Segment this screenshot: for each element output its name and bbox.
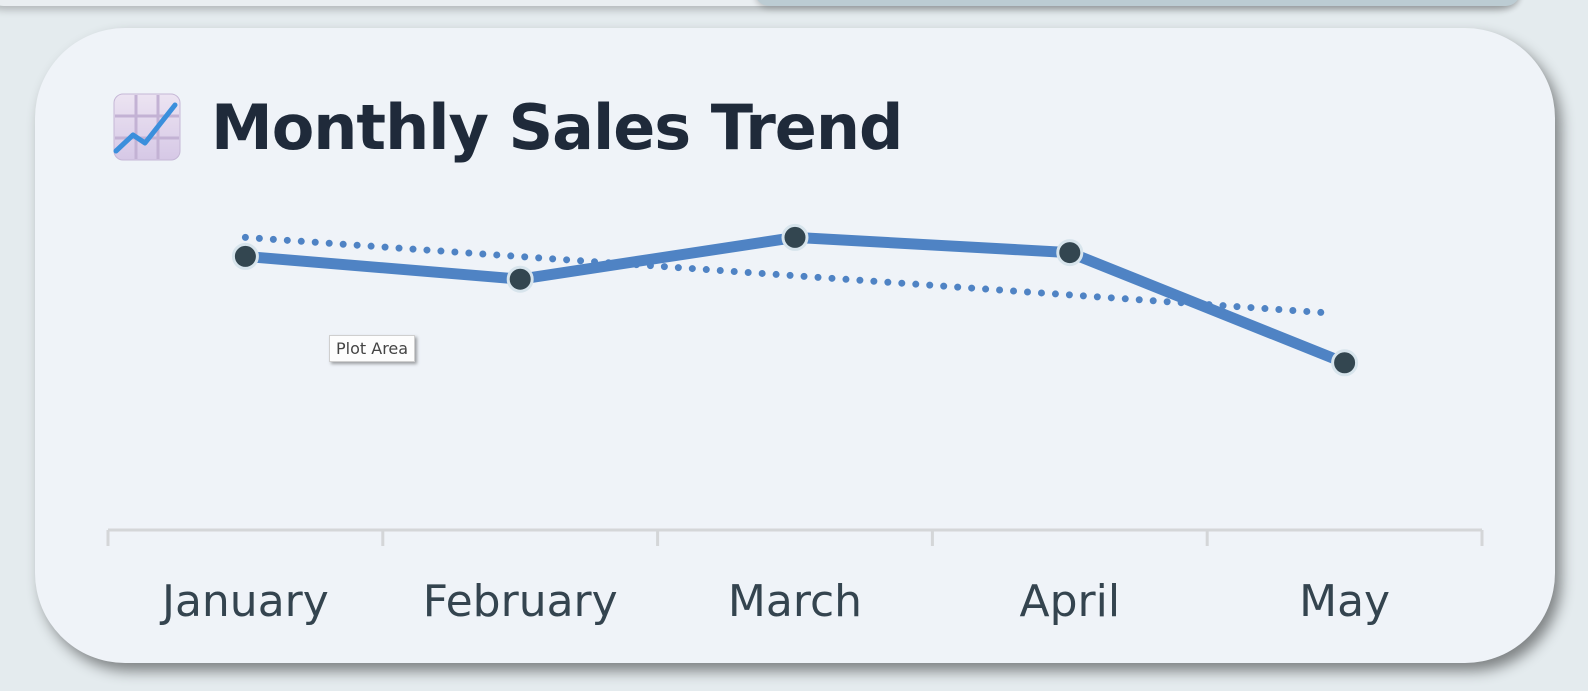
plot-area-tooltip: Plot Area: [329, 335, 416, 362]
background-card-top-inner: [755, 0, 1520, 6]
chart-title: Monthly Sales Trend: [211, 90, 903, 164]
data-point[interactable]: [1056, 239, 1084, 267]
trendline-layer: [241, 233, 1339, 317]
x-tick-label: April: [1020, 576, 1121, 627]
series-layer: [231, 223, 1359, 377]
x-tick-label: May: [1299, 576, 1390, 627]
x-tick-label: January: [159, 576, 329, 627]
x-axis: [106, 528, 1484, 546]
data-point[interactable]: [231, 242, 259, 270]
chart-header: Monthly Sales Trend: [113, 82, 903, 172]
data-point[interactable]: [506, 265, 534, 293]
data-point[interactable]: [781, 223, 809, 251]
x-tick-labels: January February March April May: [159, 576, 1390, 627]
x-tick-label: March: [728, 576, 862, 627]
x-tick-label: February: [423, 576, 618, 627]
chart-increasing-icon: [113, 93, 181, 161]
trendline: [241, 233, 1339, 317]
data-point[interactable]: [1331, 349, 1359, 377]
